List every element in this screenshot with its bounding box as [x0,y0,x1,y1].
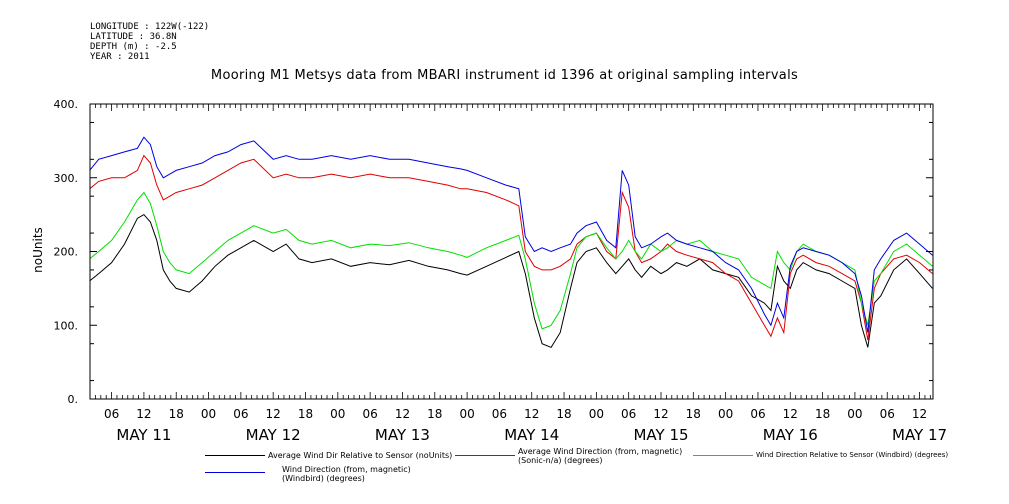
longitude-label: LONGITUDE : 122W(-122) [90,22,210,32]
legend-swatch-avg-wind-dir-relative [205,455,265,456]
x-day-label-0: MAY 11 [116,426,171,444]
x-day-label-3: MAY 14 [504,426,559,444]
series-line-1 [89,154,933,341]
series-line-3 [89,136,933,333]
x-hour-label-19: 00 [718,407,733,421]
legend-label-wind-dir-relative-windbird: Wind Direction Relative to Sensor (Windb… [756,451,949,459]
chart-title: Mooring M1 Metsys data from MBARI instru… [210,68,799,83]
depth-label: DEPTH (m) : -2.5 [90,42,177,52]
x-hour-label-14: 18 [556,407,571,421]
x-hour-label-13: 12 [524,407,539,421]
x-hour-label-8: 06 [362,407,377,421]
x-day-label-4: MAY 15 [633,426,688,444]
series-line-2 [89,191,933,330]
x-hour-label-21: 12 [783,407,798,421]
legend-label-avg-wind-dir-relative: Average Wind Dir Relative to Sensor (noU… [268,451,453,460]
x-hour-label-24: 06 [880,407,895,421]
legend-label-avg-wind-direction: Average Wind Direction (from, magnetic) … [518,447,683,465]
x-hour-label-3: 00 [201,407,216,421]
x-hour-label-5: 12 [266,407,281,421]
legend-swatch-avg-wind-direction [455,455,515,456]
x-hour-label-16: 06 [621,407,636,421]
x-day-label-5: MAY 16 [763,426,818,444]
x-hour-label-6: 18 [298,407,313,421]
x-hour-label-4: 06 [233,407,248,421]
x-hour-label-11: 00 [459,407,474,421]
y-tick-label-1: 100. [54,319,79,332]
y-tick-label-0: 0. [68,393,79,406]
latitude-label: LATITUDE : 36.8N [90,32,177,42]
x-hour-label-12: 06 [492,407,507,421]
x-day-label-6: MAY 17 [892,426,947,444]
x-hour-label-17: 12 [653,407,668,421]
y-tick-label-4: 400. [54,98,79,111]
year-label: YEAR : 2011 [90,52,150,62]
x-hour-label-7: 00 [330,407,345,421]
plot-frame [89,103,934,400]
x-hour-label-1: 12 [136,407,151,421]
x-hour-label-10: 18 [427,407,442,421]
x-hour-label-20: 06 [750,407,765,421]
x-day-label-2: MAY 13 [375,426,430,444]
series-line-0 [89,213,933,349]
y-axis-label: noUnits [31,227,45,273]
x-hour-label-22: 18 [815,407,830,421]
x-day-label-1: MAY 12 [246,426,301,444]
x-hour-label-9: 12 [395,407,410,421]
y-tick-label-2: 200. [54,246,79,259]
x-hour-label-15: 00 [589,407,604,421]
x-hour-label-2: 18 [169,407,184,421]
x-hour-label-18: 18 [686,407,701,421]
x-hour-label-25: 12 [912,407,927,421]
legend-label-wind-direction-windbird: Wind Direction (from, magnetic) (Windbir… [282,465,411,483]
x-hour-label-23: 00 [847,407,862,421]
y-tick-label-3: 300. [54,172,79,185]
legend-swatch-wind-direction-windbird [205,472,265,473]
legend-swatch-wind-dir-relative-windbird [693,455,753,456]
x-hour-label-0: 06 [104,407,119,421]
